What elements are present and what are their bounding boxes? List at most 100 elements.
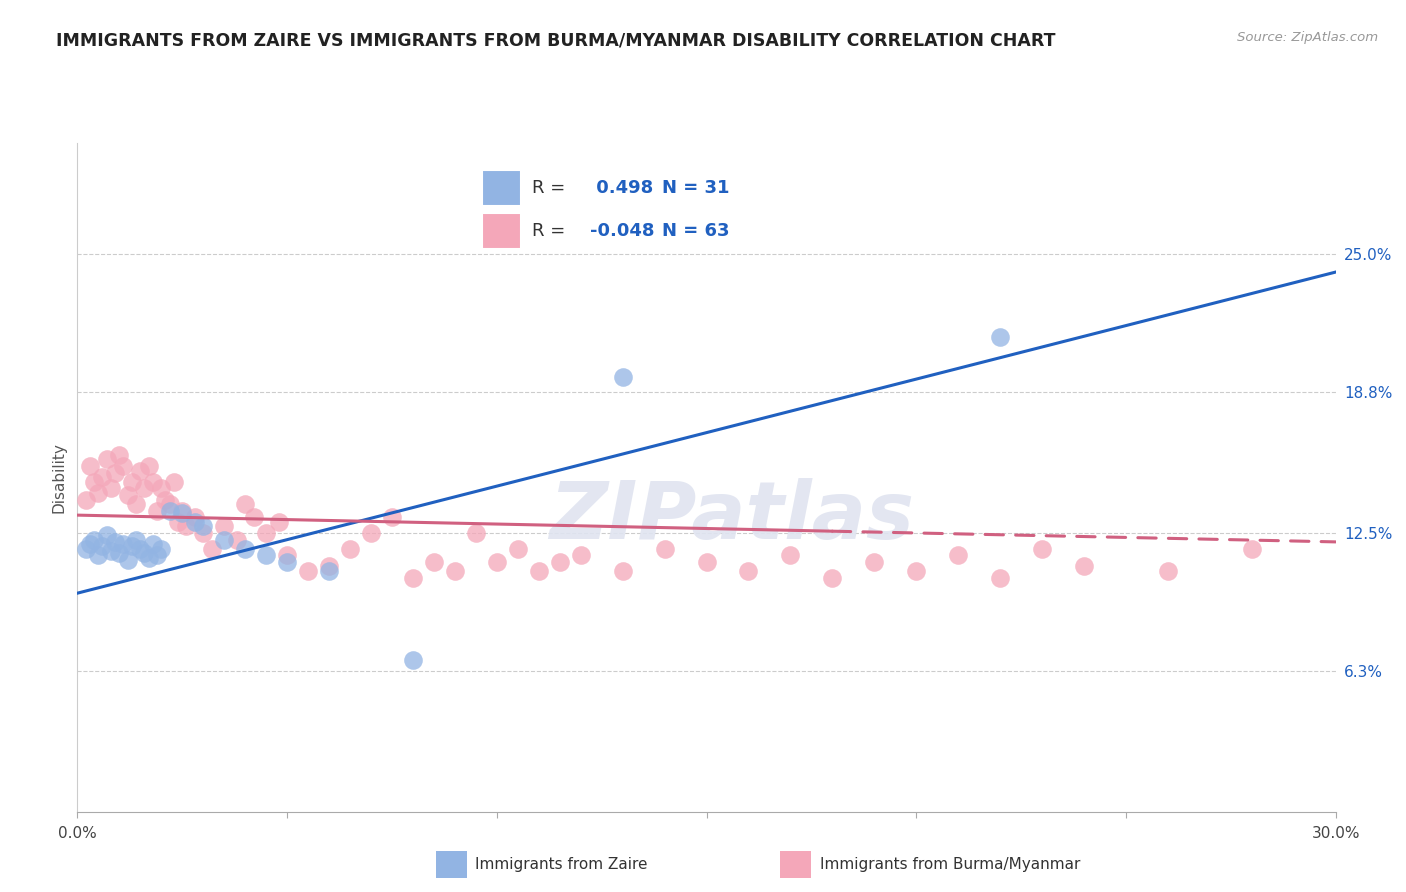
Point xyxy=(150,541,173,556)
Point xyxy=(75,492,97,507)
Point xyxy=(172,503,194,517)
Point xyxy=(948,548,970,563)
Point xyxy=(1240,541,1263,556)
Point xyxy=(191,519,215,533)
Y-axis label: Disability: Disability xyxy=(51,442,66,513)
Point xyxy=(200,541,222,556)
Point xyxy=(125,533,148,547)
Point xyxy=(464,526,486,541)
Point xyxy=(96,528,118,542)
Point xyxy=(1157,564,1180,578)
Point xyxy=(612,564,634,578)
Point xyxy=(96,452,118,467)
Point xyxy=(988,330,1011,344)
Text: N = 63: N = 63 xyxy=(662,222,730,240)
Point xyxy=(112,537,135,551)
Point xyxy=(129,464,152,478)
Point xyxy=(233,541,256,556)
Point xyxy=(184,515,207,529)
Point xyxy=(91,539,114,553)
Point xyxy=(146,548,169,563)
Point xyxy=(163,475,186,489)
Point xyxy=(737,564,759,578)
Point xyxy=(339,541,361,556)
Point xyxy=(142,537,165,551)
Point xyxy=(121,539,143,553)
Point xyxy=(905,564,928,578)
Point xyxy=(779,548,801,563)
Text: -0.048: -0.048 xyxy=(591,222,654,240)
Point xyxy=(129,541,152,556)
Point xyxy=(184,510,207,524)
Point xyxy=(276,548,298,563)
Point xyxy=(548,555,571,569)
Point xyxy=(134,482,156,496)
Point xyxy=(821,571,844,585)
Point xyxy=(75,541,97,556)
Point xyxy=(100,482,122,496)
Point xyxy=(863,555,886,569)
Point xyxy=(612,369,634,384)
Point xyxy=(159,497,181,511)
Point xyxy=(254,526,277,541)
Point xyxy=(138,459,160,474)
Point xyxy=(125,497,148,511)
Point xyxy=(402,571,425,585)
Point xyxy=(83,533,105,547)
Point xyxy=(121,475,143,489)
Text: Source: ZipAtlas.com: Source: ZipAtlas.com xyxy=(1237,31,1378,45)
Point xyxy=(318,564,340,578)
Text: N = 31: N = 31 xyxy=(662,179,730,197)
Point xyxy=(87,485,110,500)
Point xyxy=(242,510,264,524)
Point xyxy=(104,466,127,480)
Text: Immigrants from Zaire: Immigrants from Zaire xyxy=(475,857,648,871)
Point xyxy=(527,564,550,578)
Point xyxy=(167,515,190,529)
Point xyxy=(142,475,165,489)
Point xyxy=(1073,559,1095,574)
Point xyxy=(159,503,181,517)
Point xyxy=(381,510,404,524)
Point xyxy=(988,571,1011,585)
Point xyxy=(117,488,139,502)
FancyBboxPatch shape xyxy=(482,170,520,206)
Point xyxy=(1031,541,1053,556)
Point xyxy=(79,537,101,551)
Point xyxy=(146,503,169,517)
Point xyxy=(150,482,173,496)
Point xyxy=(297,564,319,578)
Point xyxy=(172,506,194,520)
Point xyxy=(87,548,110,563)
Point xyxy=(318,559,340,574)
Point xyxy=(233,497,256,511)
Point xyxy=(423,555,446,569)
Point xyxy=(176,519,198,533)
Point xyxy=(485,555,508,569)
Point xyxy=(569,548,592,563)
Point xyxy=(212,533,235,547)
Point xyxy=(104,534,127,549)
Point xyxy=(155,492,177,507)
Point xyxy=(654,541,676,556)
Text: 0.498: 0.498 xyxy=(591,179,654,197)
Point xyxy=(360,526,382,541)
Text: IMMIGRANTS FROM ZAIRE VS IMMIGRANTS FROM BURMA/MYANMAR DISABILITY CORRELATION CH: IMMIGRANTS FROM ZAIRE VS IMMIGRANTS FROM… xyxy=(56,31,1056,49)
Point xyxy=(267,515,290,529)
Point xyxy=(191,526,215,541)
Point xyxy=(444,564,467,578)
FancyBboxPatch shape xyxy=(482,213,520,249)
Point xyxy=(108,448,131,462)
Point xyxy=(696,555,718,569)
Text: ZIPatlas: ZIPatlas xyxy=(550,478,914,557)
Point xyxy=(117,552,139,567)
Point xyxy=(134,546,156,560)
Point xyxy=(212,519,235,533)
Point xyxy=(83,475,105,489)
Point xyxy=(79,459,101,474)
Point xyxy=(225,533,247,547)
Text: Immigrants from Burma/Myanmar: Immigrants from Burma/Myanmar xyxy=(820,857,1080,871)
Text: R =: R = xyxy=(531,179,565,197)
Text: R =: R = xyxy=(531,222,565,240)
Point xyxy=(402,653,425,667)
